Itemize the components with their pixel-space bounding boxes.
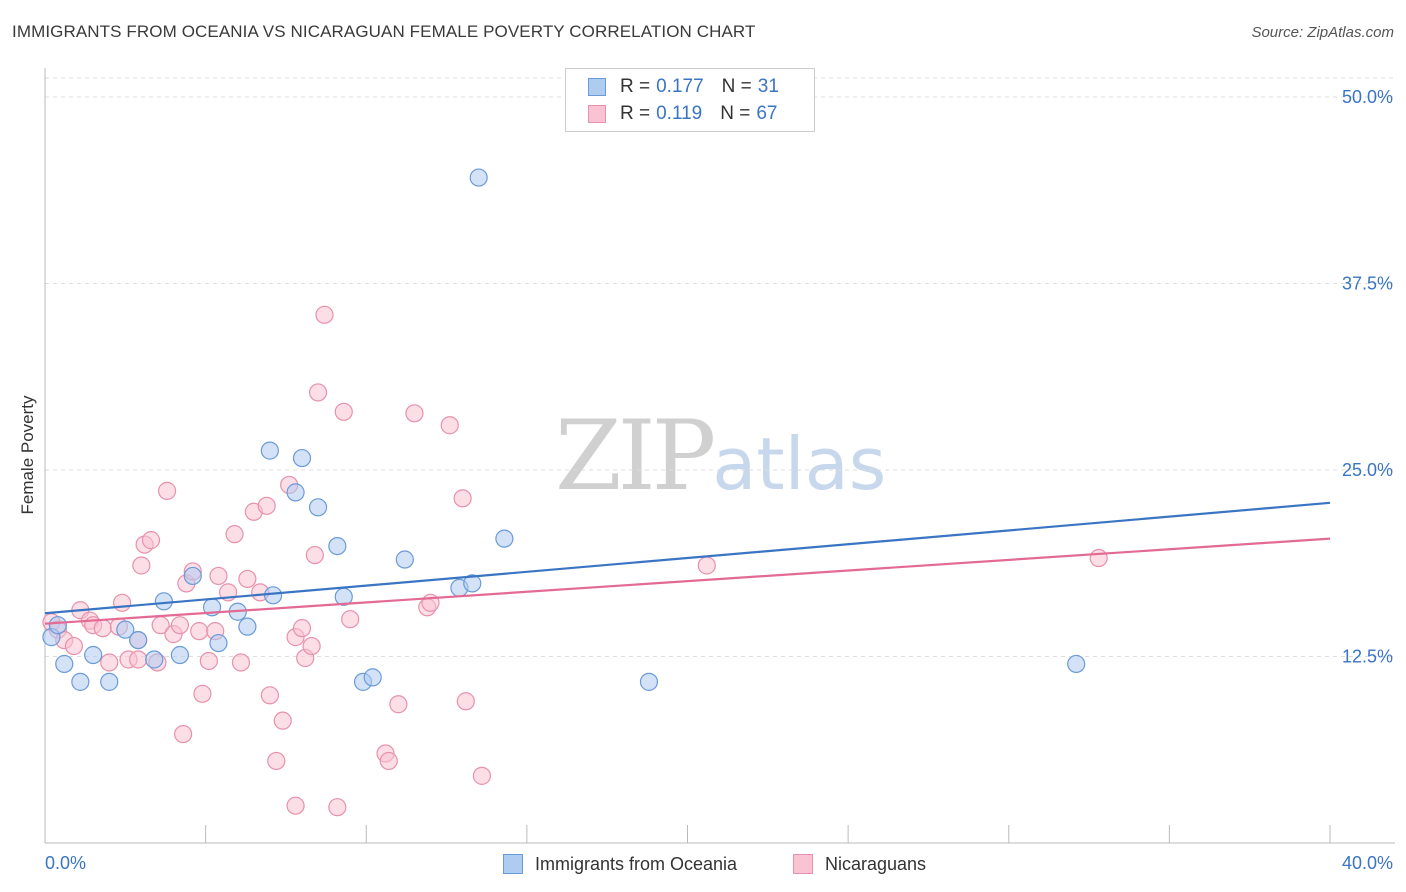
- nicaraguan-point: [305, 545, 324, 565]
- nicaraguan-point: [100, 653, 119, 672]
- nicaraguan-trend-line: [44, 537, 1331, 625]
- oceania-point: [260, 441, 279, 460]
- nicaraguan-point: [302, 636, 321, 656]
- nicaraguan-point: [190, 622, 209, 641]
- oceania-point: [1067, 654, 1086, 674]
- oceania-point: [238, 617, 257, 636]
- nicaraguan-point: [405, 404, 424, 423]
- nicaraguan-point: [341, 610, 360, 629]
- nicaraguan-point: [231, 653, 251, 672]
- nicaraguan-point: [157, 481, 177, 500]
- oceania-point: [116, 620, 135, 639]
- legend-row-nicaraguans: R = 0.119 N = 67: [588, 102, 778, 126]
- nicaraguan-point: [292, 619, 312, 638]
- legend-swatch-oceania: [588, 78, 606, 96]
- nicaraguan-point: [273, 711, 292, 730]
- oceania-point: [292, 448, 312, 468]
- nicaraguan-point: [334, 402, 353, 421]
- oceania-point: [170, 645, 190, 665]
- oceania-point: [495, 529, 514, 548]
- nicaraguan-point: [1089, 548, 1108, 568]
- stats-legend: R = 0.177 N = 31 R = 0.119 N = 67: [565, 68, 815, 132]
- oceania-point: [308, 498, 328, 517]
- bottom-legend-label-nicaraguans: Nicaraguans: [825, 853, 927, 874]
- bottom-legend-label-oceania: Immigrants from Oceania: [535, 853, 738, 874]
- bottom-legend-oceania: Immigrants from Oceania: [503, 852, 737, 876]
- nicaraguan-point: [697, 556, 716, 575]
- nicaraguan-point: [93, 619, 112, 638]
- legend-n-label: N =: [720, 103, 751, 124]
- nicaraguan-point: [199, 651, 218, 671]
- oceania-point: [328, 536, 347, 556]
- nicaraguan-point: [238, 569, 257, 589]
- oceania-point: [286, 483, 305, 502]
- watermark: ZIPatlas: [555, 400, 886, 512]
- nicaraguan-point: [209, 566, 228, 586]
- bottom-legend-swatch-oceania: [503, 854, 523, 874]
- bottom-legend-swatch-nicaraguans: [793, 854, 813, 874]
- oceania-point: [84, 645, 103, 665]
- nicaraguan-point: [64, 636, 84, 656]
- legend-n-label: N =: [721, 76, 752, 97]
- oceania-point: [469, 168, 488, 187]
- nicaraguan-point: [225, 525, 244, 544]
- nicaraguan-point: [379, 751, 398, 771]
- nicaraguan-point: [308, 383, 328, 402]
- nicaraguan-point: [257, 496, 276, 515]
- nicaraguan-point: [141, 531, 161, 550]
- oceania-point: [154, 592, 173, 611]
- nicaraguan-point: [112, 593, 132, 612]
- bottom-legend-nicaraguans: Nicaraguans: [793, 852, 926, 876]
- legend-row-oceania: R = 0.177 N = 31: [588, 75, 779, 99]
- oceania-point: [183, 566, 202, 586]
- y-tick-label: 37.5%: [1342, 274, 1393, 294]
- legend-r-value: 0.119: [656, 103, 703, 124]
- nicaraguan-point: [453, 489, 472, 508]
- oceania-point: [71, 672, 90, 691]
- legend-r-value: 0.177: [656, 76, 704, 97]
- nicaraguan-point: [389, 695, 408, 714]
- x-tick-label: 40.0%: [1342, 853, 1393, 873]
- nicaraguan-point: [328, 798, 347, 817]
- y-tick-label: 12.5%: [1342, 647, 1393, 667]
- y-tick-label: 50.0%: [1342, 87, 1393, 107]
- y-tick-label: 25.0%: [1342, 460, 1393, 480]
- oceania-point: [129, 630, 148, 650]
- nicaraguan-point: [132, 556, 151, 575]
- nicaraguan-point: [193, 684, 212, 703]
- watermark-atlas: atlas: [712, 422, 887, 506]
- oceania-point: [209, 633, 228, 653]
- nicaraguan-point: [315, 305, 334, 324]
- nicaraguan-point: [260, 686, 279, 705]
- oceania-point: [145, 650, 164, 669]
- source-label: Source: ZipAtlas.com: [1251, 24, 1394, 41]
- oceania-point: [48, 616, 67, 635]
- nicaraguan-point: [440, 416, 459, 435]
- nicaraguan-point: [129, 650, 148, 669]
- nicaraguan-point: [286, 796, 305, 815]
- legend-r-label: R =: [620, 103, 651, 124]
- oceania-point: [100, 672, 119, 691]
- oceania-point: [363, 668, 382, 687]
- legend-n-value: 67: [756, 103, 778, 124]
- nicaraguan-point: [472, 766, 491, 785]
- oceania-point: [55, 654, 74, 674]
- x-tick-label: 0.0%: [45, 853, 86, 873]
- nicaraguan-point: [456, 692, 475, 711]
- legend-swatch-nicaraguans: [588, 105, 606, 123]
- oceania-point: [395, 550, 414, 569]
- oceania-trend-line: [44, 501, 1331, 615]
- oceania-point: [263, 586, 283, 605]
- nicaraguan-point: [267, 751, 286, 771]
- oceania-point: [463, 574, 482, 593]
- legend-r-label: R =: [620, 76, 651, 97]
- watermark-zip: ZIP: [555, 400, 716, 512]
- nicaraguan-point: [174, 724, 193, 744]
- oceania-point: [639, 672, 659, 691]
- chart-title: IMMIGRANTS FROM OCEANIA VS NICARAGUAN FE…: [12, 22, 756, 41]
- legend-n-value: 31: [757, 76, 779, 97]
- nicaraguan-point: [170, 616, 190, 635]
